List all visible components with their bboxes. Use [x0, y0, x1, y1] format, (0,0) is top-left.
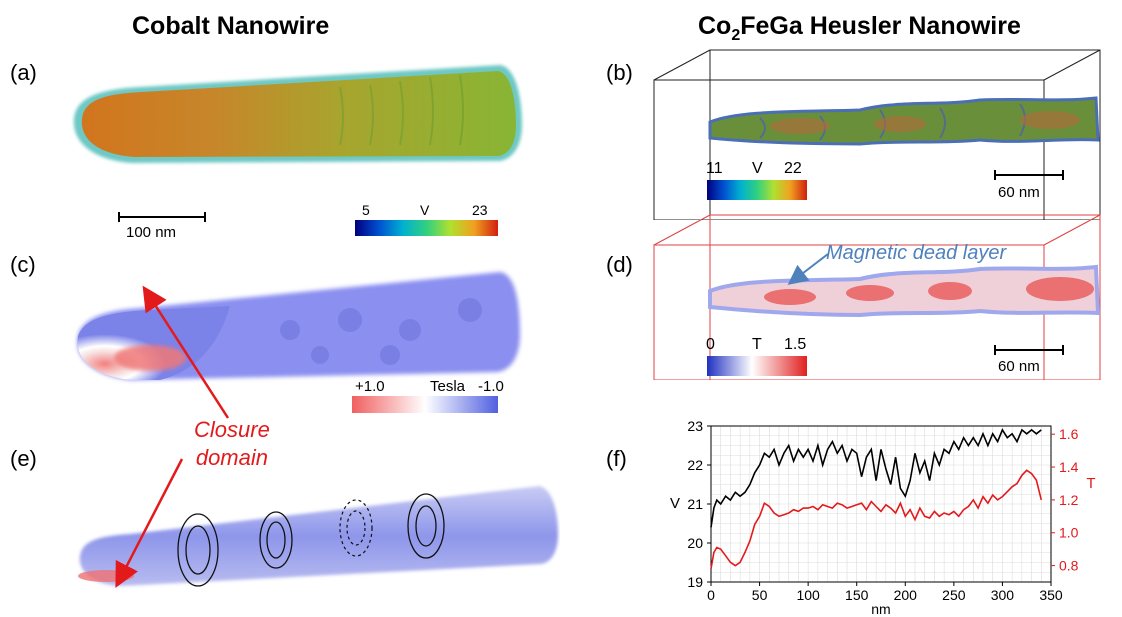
panel-d-colorbar — [707, 356, 807, 376]
closure-arrow-c — [142, 285, 230, 419]
series-line-T — [710, 469, 1043, 570]
title-prefix: Co — [698, 12, 732, 40]
panel-d-scalebar-label: 60 nm — [998, 358, 1040, 375]
y2-tick-label: 1.6 — [1059, 426, 1079, 442]
title-subscript: 2 — [731, 27, 741, 44]
x-tick-label: 350 — [1039, 587, 1063, 603]
x-axis-label: nm — [871, 601, 890, 614]
y2-tick-label: 1.0 — [1059, 525, 1079, 541]
panel-b-scalebar-label: 60 nm — [998, 184, 1040, 201]
x-tick-label: 0 — [707, 587, 715, 603]
panel-b-cb-min: 11 — [706, 160, 723, 177]
panel-c-cb-unit: Tesla — [430, 378, 466, 395]
panel-label-e: (e) — [10, 446, 37, 471]
panel-f-chart: 0 50 100 150 200 250 300 350 19 20 21 22 23 0.8 1.0 1.2… — [670, 418, 1096, 614]
x-tick-label: 200 — [894, 587, 918, 603]
panel-b-cb-unit: V — [752, 160, 763, 177]
x-tick-label: 250 — [942, 587, 966, 603]
y2-tick-label: 0.8 — [1059, 558, 1079, 574]
right-column-title: Co2FeGa Heusler Nanowire — [698, 12, 1021, 45]
closure-arrow-e — [115, 458, 184, 588]
panel-label-a: (a) — [10, 60, 37, 85]
closure-line2: domain — [195, 445, 268, 470]
y-tick-label: 19 — [687, 574, 703, 590]
panel-b-cb-max: 22 — [784, 160, 802, 177]
panel-a-colorbar — [355, 220, 498, 236]
x-tick-label: 50 — [752, 587, 768, 603]
y-tick-label: 23 — [687, 418, 703, 434]
panel-label-d: (d) — [606, 252, 633, 277]
panel-b-colorbar — [707, 180, 807, 200]
closure-line1: Closure — [194, 417, 270, 442]
panel-c-cb-min: +1.0 — [355, 378, 385, 395]
x-tick-label: 300 — [991, 587, 1015, 603]
panel-label-f: (f) — [606, 446, 627, 471]
dead-layer-arrow — [787, 253, 829, 285]
y-tick-label: 21 — [687, 496, 703, 512]
panel-c-nanowire — [77, 272, 520, 380]
panel-d-scalebar — [994, 345, 1064, 355]
dead-layer-annotation: Magnetic dead layer — [826, 242, 1007, 264]
panel-a-cb-max: 23 — [472, 202, 488, 218]
panel-label-b: (b) — [606, 60, 633, 85]
y-tick-label: 22 — [687, 457, 703, 473]
x-tick-label: 100 — [796, 587, 820, 603]
panel-d-cb-min: 0 — [706, 336, 715, 353]
panel-c-cb-max: -1.0 — [478, 378, 504, 395]
y-axis-label: V — [670, 495, 680, 512]
y2-axis-label: T — [1086, 475, 1095, 492]
panel-a-cb-min: 5 — [362, 202, 370, 218]
panel-a-cb-unit: V — [420, 202, 430, 218]
panel-b-nanowire — [653, 49, 1101, 220]
panel-a-nanowire — [73, 65, 523, 163]
panel-d-cb-max: 1.5 — [784, 336, 807, 353]
x-tick-label: 150 — [845, 587, 869, 603]
y2-tick-label: 1.4 — [1059, 459, 1079, 475]
panel-a-scalebar-label: 100 nm — [126, 224, 177, 241]
title-suffix: FeGa Heusler Nanowire — [740, 12, 1021, 40]
panel-d-cb-unit: T — [752, 336, 762, 353]
panel-label-c: (c) — [10, 252, 36, 277]
series-line-V — [710, 428, 1042, 528]
panel-d-nanowire — [653, 214, 1101, 380]
y2-tick-label: 1.2 — [1059, 492, 1079, 508]
panel-a-scalebar — [118, 212, 206, 222]
panel-b-scalebar — [994, 170, 1064, 180]
closure-domain-annotation: Closure domain — [194, 416, 270, 472]
y-tick-label: 20 — [687, 535, 703, 551]
left-column-title: Cobalt Nanowire — [132, 12, 330, 40]
panel-c-colorbar — [352, 396, 498, 413]
